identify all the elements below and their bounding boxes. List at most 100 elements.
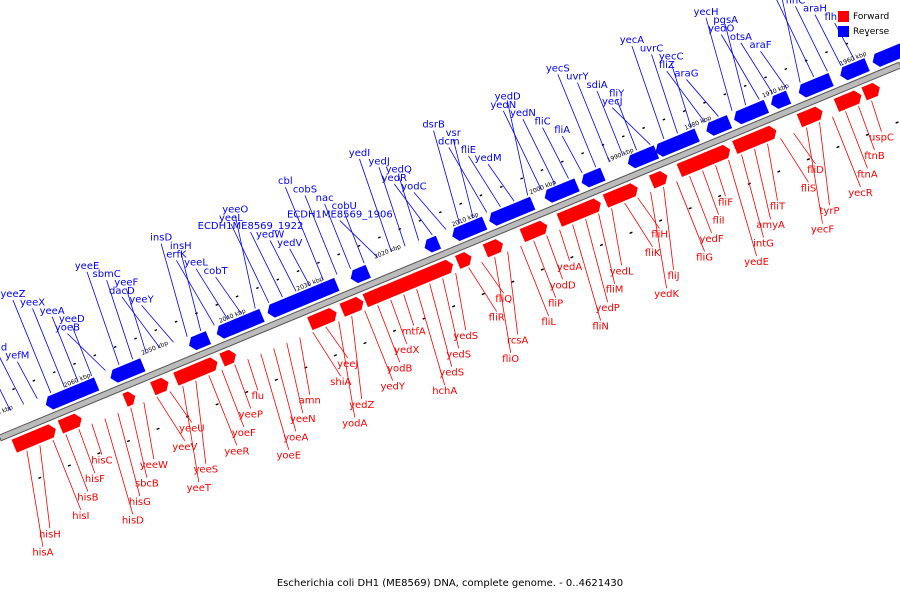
tick-dot [481, 292, 485, 296]
reverse-gene-leader [433, 130, 460, 224]
reverse-gene-leader [86, 271, 120, 365]
forward-gene-label: tyrP [820, 206, 840, 217]
reverse-gene-label: araG [674, 68, 698, 79]
reverse-gene-leader [413, 192, 447, 230]
reverse-gene-label: ECDH1ME8569_1922 [198, 221, 304, 232]
reverse-gene-leader [666, 70, 706, 123]
forward-gene-label: yeeT [187, 483, 212, 494]
forward-gene-glyph [482, 239, 503, 258]
reverse-gene-label: yeeO [222, 204, 248, 215]
tick-dot [38, 476, 42, 480]
reverse-gene-label: yedD [495, 91, 521, 102]
reverse-gene-label: flhC [786, 0, 806, 6]
reverse-gene-label: yedQ [386, 165, 412, 176]
forward-gene-leader [234, 364, 252, 409]
legend-label-forward: Forward [853, 11, 890, 22]
reverse-gene-leader [0, 357, 25, 405]
reverse-gene-leader [195, 268, 229, 320]
forward-gene-label: yedZ [349, 400, 374, 411]
reverse-gene-leader [487, 163, 515, 202]
tick-dot [451, 305, 456, 308]
reverse-gene-label: uvrC [640, 43, 663, 54]
forward-gene-label: yedA [557, 262, 582, 273]
forward-gene-glyph [122, 391, 136, 407]
forward-gene-glyph [796, 106, 823, 128]
reverse-gene-leader [507, 102, 529, 196]
forward-gene-leader [169, 391, 193, 423]
tick-dot [154, 328, 158, 332]
tick-dot [134, 337, 137, 340]
tick-dot [520, 177, 524, 180]
forward-gene-label: yedS [446, 349, 471, 360]
forward-gene-leader [520, 245, 550, 317]
forward-gene-glyph [150, 377, 169, 396]
tick-dot [126, 439, 131, 443]
reverse-gene-leader [577, 82, 610, 162]
reverse-gene-label: insH [170, 241, 192, 252]
forward-gene-label: fliP [548, 299, 563, 310]
reverse-gene-label: yedM [475, 153, 502, 164]
forward-gene-leader [754, 149, 771, 220]
reverse-gene-leader [542, 127, 569, 179]
legend: Forward Reverse [838, 9, 889, 39]
reverse-gene-label: yeeL [184, 258, 208, 269]
forward-gene-leader [637, 197, 660, 229]
reverse-gene-label: araH [803, 4, 827, 15]
forward-gene-label: fliQ [495, 294, 512, 305]
forward-gene-leader [195, 380, 207, 464]
reverse-gene-glyph [424, 235, 442, 253]
reverse-gene-label: yodC [401, 181, 426, 192]
forward-gene-glyph [454, 252, 472, 269]
forward-gene-leader [429, 283, 453, 367]
reverse-gene-label: dsrB [422, 120, 445, 131]
reverse-gene-label: yecH [693, 7, 718, 18]
tick-dot [718, 194, 722, 198]
reverse-gene-leader [468, 155, 501, 207]
forward-gene-label: yoeE [277, 451, 302, 462]
reverse-gene-label: fliE [461, 145, 476, 156]
reverse-gene-label: fliZ [659, 60, 675, 71]
tick-dot [629, 231, 633, 234]
reverse-gene-leader [814, 14, 842, 66]
forward-gene-leader [299, 337, 311, 395]
reverse-gene-leader [160, 243, 188, 337]
forward-gene-leader [689, 175, 712, 234]
forward-gene-leader [598, 213, 615, 284]
legend-swatch-forward [838, 11, 849, 22]
reverse-gene-label: araF [749, 40, 771, 51]
forward-gene-label: ftnB [864, 151, 885, 162]
tick-dot [235, 295, 239, 298]
reverse-gene-label: yedR [382, 173, 407, 184]
reverse-gene-leader [339, 220, 379, 258]
forward-gene-label: hisB [77, 493, 98, 504]
forward-gene-leader [585, 219, 609, 303]
reverse-gene-label: yecJ [602, 97, 623, 108]
reverse-gene-label: yoeB [55, 322, 80, 333]
reverse-gene-leader [670, 62, 692, 128]
tick-dot [658, 219, 663, 222]
tick-dot [12, 387, 15, 391]
forward-gene-label: fliL [541, 317, 556, 328]
forward-gene-label: amn [299, 396, 321, 407]
forward-gene-leader [364, 310, 394, 381]
forward-gene-leader [442, 278, 460, 349]
forward-gene-label: hisI [72, 511, 89, 522]
forward-gene-leader [26, 450, 44, 547]
reverse-gene-glyph [798, 73, 834, 98]
tick-dot [479, 194, 483, 197]
forward-gene-glyph [519, 220, 548, 243]
tick-dot [764, 76, 767, 79]
reverse-gene-label: yedJ [368, 156, 389, 167]
reverse-gene-glyph [267, 277, 340, 318]
forward-gene-label: fliF [718, 197, 733, 208]
forward-gene-label: hisD [122, 515, 144, 526]
reverse-gene-label: yeeE [75, 261, 100, 272]
tick-dot [895, 121, 899, 124]
reverse-gene-leader [834, 22, 855, 61]
forward-gene-label: yeeS [194, 465, 219, 476]
forward-gene-label: uspC [869, 133, 894, 144]
tick-dot [67, 464, 71, 467]
forward-gene-label: fliI [713, 216, 725, 227]
